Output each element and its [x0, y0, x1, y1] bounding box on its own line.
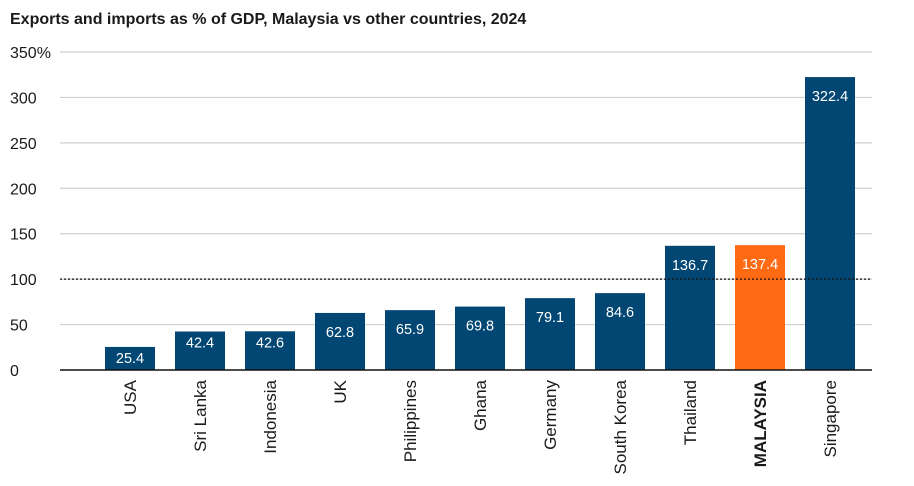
- value-label: 25.4: [116, 351, 144, 367]
- value-label: 42.4: [186, 335, 214, 351]
- category-label: South Korea: [611, 379, 630, 474]
- bar-uk: [315, 312, 365, 370]
- bar-singapore: [805, 77, 855, 370]
- category-label: Philippines: [401, 380, 420, 462]
- y-tick-label: 100: [10, 272, 37, 289]
- bars: [105, 77, 855, 370]
- y-tick-label: 200: [10, 181, 37, 198]
- bar-usa: [105, 346, 155, 370]
- bar-germany: [525, 298, 575, 370]
- bar-south-korea: [595, 293, 645, 370]
- y-axis-ticks: 0 50 100 150 200 250 300 350%: [10, 45, 51, 380]
- value-label: 322.4: [812, 89, 848, 105]
- category-label: MALAYSIA: [751, 380, 770, 467]
- y-tick-label: 250: [10, 136, 37, 153]
- value-label: 65.9: [396, 322, 424, 338]
- value-label: 62.8: [326, 325, 354, 341]
- value-label: 137.4: [742, 257, 778, 273]
- category-label: Thailand: [681, 380, 700, 445]
- category-label: Ghana: [471, 379, 490, 431]
- y-tick-label: 300: [10, 90, 37, 107]
- bar-indonesia: [245, 331, 295, 370]
- chart-title: Exports and imports as % of GDP, Malaysi…: [10, 11, 526, 28]
- bar-ghana: [455, 306, 505, 370]
- value-label: 42.6: [256, 335, 284, 351]
- bar-philippines: [385, 310, 435, 370]
- value-label: 69.8: [466, 319, 494, 335]
- category-label: UK: [331, 379, 350, 403]
- value-label: 79.1: [536, 310, 564, 326]
- category-label: Indonesia: [261, 379, 280, 453]
- y-tick-label: 0: [10, 363, 19, 380]
- category-label: USA: [121, 379, 140, 415]
- y-tick-label: 50: [10, 318, 28, 335]
- y-tick-label: 150: [10, 227, 37, 244]
- category-labels: USA Sri Lanka Indonesia UK Philippines Ghana G…: [121, 379, 840, 474]
- y-tick-label: 350%: [10, 45, 51, 62]
- value-label: 84.6: [606, 305, 634, 321]
- category-label: Sri Lanka: [191, 379, 210, 451]
- value-label: 136.7: [672, 258, 708, 274]
- gridlines: [60, 51, 872, 326]
- value-labels: 25.4 42.4 42.6 62.8 65.9 69.8 79.1 84.6 136.7 137…: [116, 89, 848, 367]
- bar-malaysia: [735, 245, 785, 370]
- bar-thailand: [665, 245, 715, 370]
- bar-sri-lanka: [175, 331, 225, 370]
- category-label: Singapore: [821, 380, 840, 458]
- category-label: Germany: [541, 380, 560, 450]
